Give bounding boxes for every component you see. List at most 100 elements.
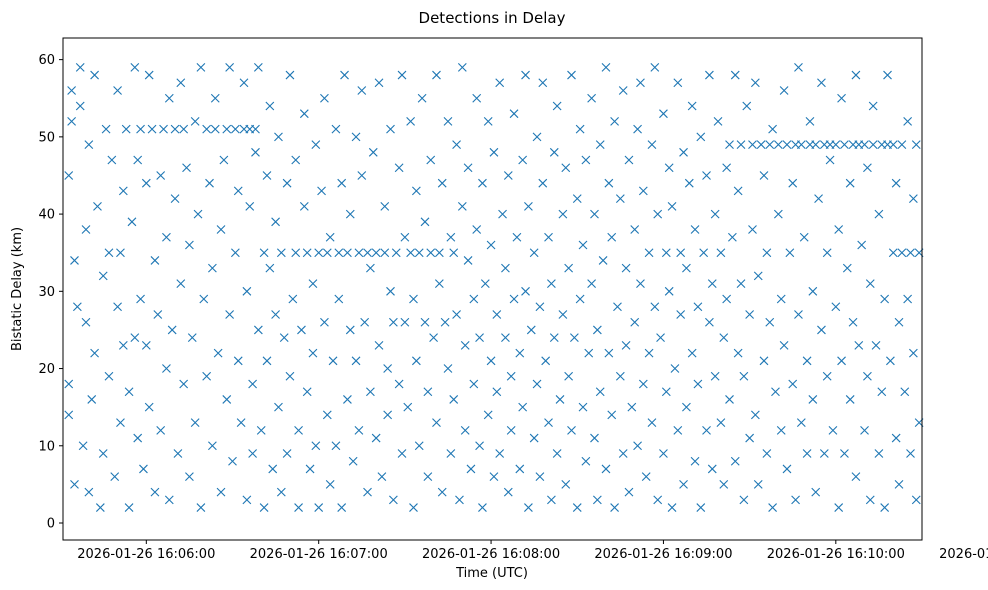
data-point <box>679 147 688 157</box>
data-point <box>762 248 772 258</box>
data-point <box>739 495 749 505</box>
data-point <box>320 317 329 327</box>
data-point <box>182 163 191 173</box>
data-point <box>874 209 884 219</box>
data-point <box>831 302 841 312</box>
data-point <box>248 449 258 458</box>
data-point <box>136 294 145 304</box>
data-point <box>388 317 398 327</box>
data-point <box>337 178 347 188</box>
data-point <box>906 248 915 258</box>
data-point <box>693 302 703 312</box>
data-point <box>498 209 507 219</box>
data-point <box>153 310 163 319</box>
data-point <box>426 155 436 165</box>
data-point <box>558 310 568 319</box>
data-point <box>124 503 134 512</box>
data-point <box>618 449 628 458</box>
data-point <box>202 371 212 381</box>
data-point <box>222 124 232 134</box>
data-point <box>420 217 430 227</box>
data-point <box>547 495 556 505</box>
data-point <box>799 232 809 242</box>
data-point <box>457 201 467 211</box>
data-point <box>179 379 189 389</box>
data-point <box>733 348 743 358</box>
data-point <box>753 271 763 281</box>
data-point <box>70 480 79 489</box>
data-point <box>880 503 890 512</box>
data-point <box>607 232 617 242</box>
data-point <box>285 70 295 80</box>
data-point <box>572 503 582 512</box>
data-point <box>814 194 823 204</box>
data-point <box>366 387 375 397</box>
data-point <box>360 317 370 327</box>
y-tick-label: 30 <box>38 285 55 300</box>
data-point <box>222 395 232 404</box>
data-point <box>765 317 775 327</box>
data-point <box>693 379 703 389</box>
data-point <box>460 340 470 350</box>
data-point <box>394 163 404 173</box>
data-point <box>891 433 901 443</box>
data-point <box>139 464 148 474</box>
x-tick-label: 2026-01-26 16:08:00 <box>422 547 560 562</box>
data-point <box>311 140 321 149</box>
data-point <box>262 171 272 180</box>
data-point <box>518 155 528 165</box>
data-point <box>196 62 206 72</box>
data-point <box>610 503 619 512</box>
data-point <box>274 402 283 412</box>
data-point <box>90 70 99 80</box>
data-point <box>84 487 94 497</box>
data-point <box>233 186 243 196</box>
data-point <box>650 302 660 312</box>
data-point <box>251 147 260 157</box>
y-axis-label: Bistatic Delay (km) <box>10 227 25 351</box>
data-point <box>564 371 574 381</box>
data-point <box>225 62 235 72</box>
data-point <box>748 225 757 234</box>
data-point <box>423 387 433 397</box>
data-point <box>860 140 869 149</box>
data-point <box>159 124 168 134</box>
data-point <box>644 348 654 358</box>
data-point <box>503 171 513 180</box>
data-point <box>345 325 355 335</box>
data-point <box>196 503 206 512</box>
data-point <box>601 464 611 474</box>
data-point <box>437 487 447 497</box>
data-point <box>851 472 861 482</box>
data-point <box>883 70 892 80</box>
data-point <box>860 425 869 435</box>
data-point <box>443 364 453 373</box>
data-point <box>667 201 677 211</box>
data-point <box>228 456 237 466</box>
data-point <box>167 325 177 335</box>
data-point <box>756 140 766 149</box>
data-point <box>506 425 516 435</box>
data-point <box>394 379 404 389</box>
data-point <box>130 333 140 343</box>
data-point <box>457 62 467 72</box>
data-point <box>696 132 706 142</box>
data-point <box>409 503 418 512</box>
data-point <box>150 487 160 497</box>
data-point <box>452 310 461 319</box>
data-point <box>331 124 341 134</box>
data-point <box>569 333 579 343</box>
data-point <box>294 425 303 435</box>
data-point <box>739 371 749 381</box>
data-point <box>179 124 189 134</box>
data-point <box>437 178 447 188</box>
data-point <box>808 395 818 404</box>
data-point <box>541 356 551 366</box>
data-point <box>773 140 783 149</box>
data-point <box>67 117 77 126</box>
data-point <box>397 70 407 80</box>
data-point <box>199 294 209 304</box>
data-point <box>713 117 723 126</box>
data-point <box>753 480 763 489</box>
data-point <box>357 171 367 180</box>
